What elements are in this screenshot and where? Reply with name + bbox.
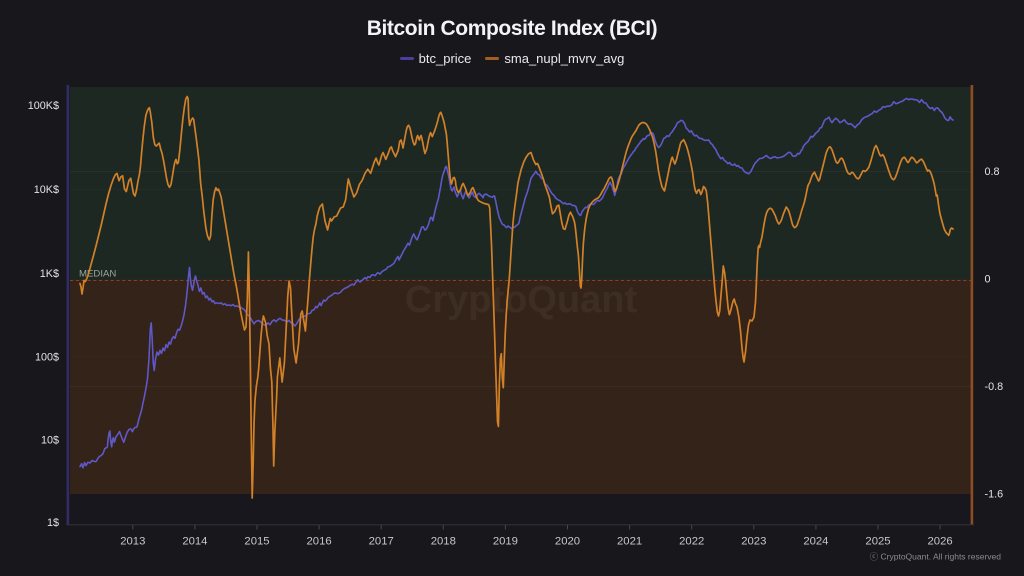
svg-text:0: 0 — [985, 274, 991, 286]
svg-text:MEDIAN: MEDIAN — [79, 269, 116, 280]
svg-text:1K$: 1K$ — [40, 268, 59, 280]
svg-text:2014: 2014 — [182, 536, 207, 548]
svg-text:2018: 2018 — [431, 536, 456, 548]
svg-text:CryptoQuant: CryptoQuant — [405, 279, 638, 321]
svg-text:2020: 2020 — [555, 536, 580, 548]
svg-text:-0.8: -0.8 — [985, 381, 1004, 393]
svg-text:2022: 2022 — [679, 536, 704, 548]
svg-text:0.8: 0.8 — [985, 166, 1000, 178]
svg-text:2013: 2013 — [120, 536, 145, 548]
svg-text:-1.6: -1.6 — [985, 489, 1004, 501]
svg-text:2017: 2017 — [369, 536, 394, 548]
svg-text:10$: 10$ — [41, 435, 59, 447]
svg-text:ⓒ CryptoQuant. All rights rese: ⓒ CryptoQuant. All rights reserved — [870, 552, 1002, 562]
svg-text:2023: 2023 — [741, 536, 766, 548]
svg-text:10K$: 10K$ — [34, 184, 59, 196]
svg-text:2019: 2019 — [493, 536, 518, 548]
svg-text:2026: 2026 — [928, 536, 953, 548]
svg-text:100K$: 100K$ — [28, 100, 59, 112]
svg-text:2021: 2021 — [617, 536, 642, 548]
svg-text:2015: 2015 — [244, 536, 269, 548]
svg-text:1$: 1$ — [47, 517, 59, 529]
svg-text:2024: 2024 — [803, 536, 828, 548]
svg-text:2025: 2025 — [865, 536, 890, 548]
svg-text:100$: 100$ — [35, 352, 59, 364]
svg-text:2016: 2016 — [307, 536, 332, 548]
